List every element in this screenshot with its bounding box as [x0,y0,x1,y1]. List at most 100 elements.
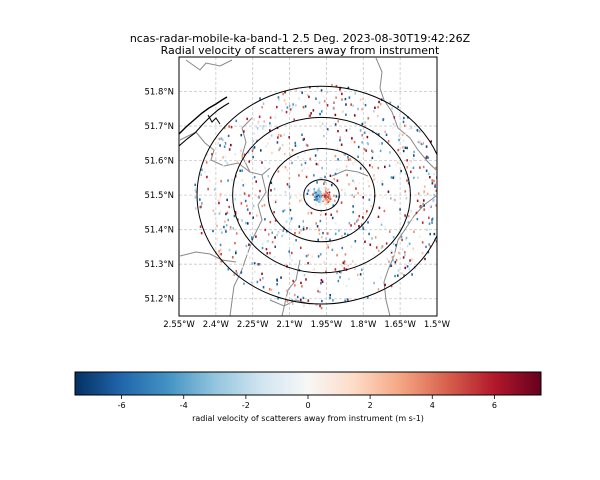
velocity-point [326,104,329,107]
velocity-point [396,274,399,277]
velocity-point [334,232,337,236]
velocity-point [249,212,251,215]
velocity-point [433,179,435,183]
velocity-point [358,277,360,281]
velocity-point [377,249,380,252]
velocity-point [408,177,411,180]
velocity-point [351,193,354,197]
velocity-point [389,151,391,154]
velocity-point [431,179,433,182]
velocity-point [270,288,273,292]
velocity-point [431,217,434,220]
velocity-point [329,198,332,201]
velocity-point [306,192,309,196]
velocity-point [294,144,297,147]
velocity-point [348,277,350,281]
velocity-point [317,238,320,241]
colorbar-tick-label: 4 [430,401,435,410]
velocity-point [305,175,308,179]
colorbar-tick-label: 6 [492,401,497,410]
lat-tick-label: 51.6°N [144,157,174,167]
velocity-point [314,154,317,157]
velocity-point [271,151,273,155]
velocity-point [219,144,221,147]
velocity-point [371,166,374,169]
velocity-point [262,198,264,202]
velocity-point [435,189,437,193]
velocity-point [318,198,321,200]
velocity-point [339,276,341,279]
velocity-point [301,133,303,137]
velocity-point [359,273,362,276]
velocity-point [316,181,318,184]
velocity-point [388,164,391,167]
velocity-point [322,231,324,235]
velocity-point [381,142,383,145]
velocity-point [321,186,324,189]
velocity-point [289,301,291,304]
velocity-point [390,249,393,253]
velocity-point [261,246,264,250]
velocity-point [205,161,208,164]
velocity-point [367,142,369,146]
velocity-point [254,270,256,273]
velocity-point [223,145,226,148]
velocity-point [266,252,269,255]
velocity-point [302,106,305,109]
velocity-point [251,236,253,239]
velocity-point [339,138,341,142]
velocity-point [397,161,399,164]
colorbar-tick-label: 0 [305,401,310,410]
velocity-point [352,205,354,208]
velocity-point [394,274,396,278]
velocity-point [276,105,278,109]
velocity-point [325,195,328,198]
velocity-point [225,224,228,227]
velocity-point [252,204,255,208]
velocity-point [226,162,229,165]
velocity-point [324,194,327,197]
velocity-point [406,179,408,182]
velocity-point [343,134,346,138]
velocity-point [345,103,347,106]
velocity-point [303,137,305,141]
velocity-point [418,140,421,144]
velocity-point [212,229,214,233]
velocity-point [216,224,218,228]
velocity-point [251,271,253,274]
velocity-point [395,164,397,167]
velocity-point [241,169,243,172]
velocity-point [435,240,437,243]
velocity-point [402,256,405,259]
velocity-point [394,252,396,256]
velocity-point [200,231,203,235]
velocity-point [282,233,285,237]
velocity-point [361,134,364,137]
lon-tick-label: 1.65°W [384,320,416,330]
velocity-point [221,138,224,142]
lon-tick-label: 2.25°W [237,320,269,330]
velocity-point [206,175,208,179]
velocity-point [228,148,231,151]
velocity-point [323,182,325,185]
velocity-point [381,133,383,136]
velocity-point [315,303,318,306]
velocity-point [234,212,237,215]
velocity-point [263,203,266,207]
velocity-point [331,83,333,87]
velocity-point [257,263,260,266]
velocity-point [294,284,296,287]
velocity-point [295,239,297,242]
velocity-point [277,291,280,295]
velocity-point [208,179,211,183]
range-ring [196,85,437,305]
velocity-point [387,140,390,143]
velocity-point [323,192,326,195]
velocity-point [226,198,228,202]
velocity-point [366,210,368,213]
velocity-point [416,217,419,221]
velocity-point [342,261,345,264]
velocity-point [327,201,330,204]
velocity-point [262,286,265,289]
velocity-point [244,199,247,203]
